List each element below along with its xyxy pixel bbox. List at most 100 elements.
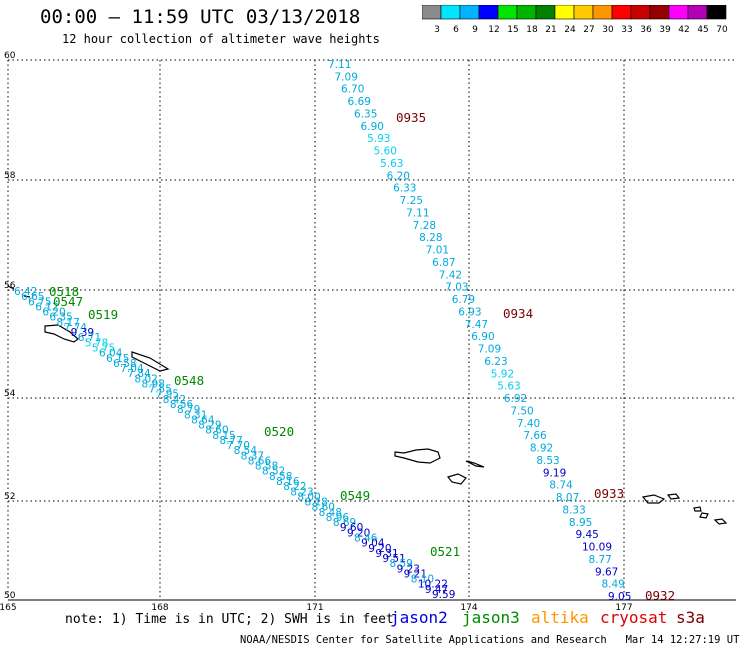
- wave-height-label: 6.79: [452, 294, 475, 306]
- legend-jason3: jason3: [462, 608, 520, 627]
- island-tanaga: [666, 493, 681, 500]
- wave-height-label: 6.12: [35, 301, 58, 313]
- wave-height-label: 8.60: [205, 425, 228, 437]
- wave-height-label: 8.74: [549, 480, 573, 492]
- axis-labels: 60 58 56 54 52 50 165 168 171 174 177: [0, 51, 633, 613]
- wave-height-label: 9.31: [375, 548, 398, 560]
- wave-height-label: 8.29: [198, 420, 221, 432]
- lat-tick-label: 50: [4, 591, 16, 601]
- wave-height-label: 8.77: [219, 435, 242, 447]
- pass-time-label: 0932: [645, 588, 675, 603]
- island-kamchatka-coast: [7, 285, 31, 298]
- island-adak: [641, 494, 666, 504]
- wave-height-label: 7.95: [156, 389, 179, 401]
- wave-height-label: 8.49: [601, 579, 624, 591]
- colorbar-label: 18: [526, 25, 538, 35]
- island-small-1: [693, 506, 702, 512]
- wave-height-label: 8.69: [333, 517, 356, 529]
- wave-height-label: 9.05: [608, 591, 631, 603]
- wave-height-label: 7.09: [478, 344, 501, 356]
- wave-height-label: 9.19: [543, 467, 566, 479]
- wave-height-label: 8.92: [530, 443, 553, 455]
- wave-height-label: 7.11: [328, 59, 351, 71]
- wave-height-label: 7.66: [523, 430, 547, 442]
- colorbar-label: 6: [453, 25, 459, 35]
- pass-time-label: 0934: [503, 306, 533, 321]
- lat-tick-label: 52: [4, 492, 15, 502]
- wave-height-label: 6.15: [106, 353, 129, 365]
- wave-height-label: 8.79: [177, 404, 200, 416]
- wave-height-label: 5.92: [491, 368, 514, 380]
- wave-height-label: 9.23: [397, 563, 420, 575]
- wave-height-label: 9.67: [595, 566, 618, 578]
- wave-height-label: 8.33: [562, 504, 585, 516]
- wave-height-label: 8.42: [163, 394, 186, 406]
- wave-height-label: 7.03: [445, 282, 468, 294]
- wave-height-label: 9.45: [575, 529, 598, 541]
- wave-height-label: 8.53: [536, 455, 559, 467]
- wave-height-label: 5.60: [374, 146, 397, 158]
- colorbar-label: 27: [583, 25, 594, 35]
- wave-height-label: 8.56: [170, 399, 194, 411]
- wave-height-label: 5.63: [380, 158, 403, 170]
- wave-height-label: 8.95: [569, 517, 592, 529]
- pass-time-label: 0548: [174, 373, 204, 388]
- wave-height-label: 8.22: [283, 481, 306, 493]
- island-small-3: [713, 518, 728, 525]
- pass-time-label: 0519: [88, 307, 118, 322]
- wave-height-label: 7.47: [465, 319, 488, 331]
- wave-height-label: 8.59: [389, 558, 412, 570]
- pass-time-label: 0935: [396, 110, 426, 125]
- wave-height-label: 8.37: [241, 450, 264, 462]
- wave-height-label: 6.70: [341, 84, 364, 96]
- island-kiska: [446, 473, 467, 485]
- wave-height-label: 8.54: [234, 445, 258, 457]
- wave-height-label: 10.09: [582, 542, 612, 554]
- wave-height-label: 8.02: [134, 373, 157, 385]
- legend-s3a: s3a: [676, 608, 705, 627]
- pass-time-label: 0547: [53, 294, 83, 309]
- lon-tick-label: 177: [615, 603, 632, 613]
- wave-height-label: 8.00: [297, 491, 320, 503]
- lat-tick-label: 56: [4, 281, 16, 291]
- track-east-s3a: 7.117.096.706.696.356.905.935.605.636.20…: [328, 59, 631, 603]
- island-semisopochnoi: [465, 460, 485, 468]
- wave-height-label: 9.21: [404, 568, 427, 580]
- wave-height-label: 5.93: [367, 133, 390, 145]
- colorbar-label: 15: [507, 25, 518, 35]
- colorbar-label: 30: [602, 25, 614, 35]
- wave-height-label: 7.74: [64, 322, 88, 334]
- colorbar-label: 36: [640, 25, 652, 35]
- wave-height-label: 6.87: [432, 257, 455, 269]
- wave-height-label: 5.75: [92, 342, 115, 354]
- wave-height-label: 7.04: [120, 363, 144, 375]
- wave-height-label: 8.48: [319, 507, 342, 519]
- wave-height-label: 8.77: [588, 554, 611, 566]
- wave-height-label: 7.50: [510, 405, 533, 417]
- wave-height-label: 7.42: [439, 269, 462, 281]
- island-amchitka: [394, 448, 441, 464]
- wave-height-label: 6.42: [14, 286, 37, 298]
- wave-height-label: 8.98: [142, 378, 165, 390]
- colorbar-label: 24: [564, 25, 576, 35]
- wave-height-label: 7.40: [517, 418, 540, 430]
- wave-height-label: 6.20: [42, 307, 65, 319]
- wave-height-label: 8.10: [411, 574, 434, 586]
- wave-height-label: 7.11: [406, 207, 429, 219]
- wave-height-label: 10.22: [418, 579, 448, 591]
- wave-height-label: 8.15: [212, 430, 235, 442]
- pass-time-label: 0518: [49, 284, 79, 299]
- wave-height-label: 6.92: [504, 393, 527, 405]
- footer-note: note: 1) Time is in UTC; 2) SWH is in fe…: [65, 612, 394, 627]
- lat-lon-grid: [7, 59, 736, 601]
- wave-height-label: 9.04: [361, 538, 385, 550]
- wave-height-label: 6.90: [471, 331, 494, 343]
- wave-height-label: 8.23: [290, 486, 313, 498]
- wave-height-label: 8.66: [248, 455, 272, 467]
- lon-tick-label: 174: [460, 603, 477, 613]
- lat-tick-label: 54: [4, 389, 16, 399]
- colorbar-label: 21: [545, 25, 556, 35]
- colorbar-label: 42: [678, 25, 689, 35]
